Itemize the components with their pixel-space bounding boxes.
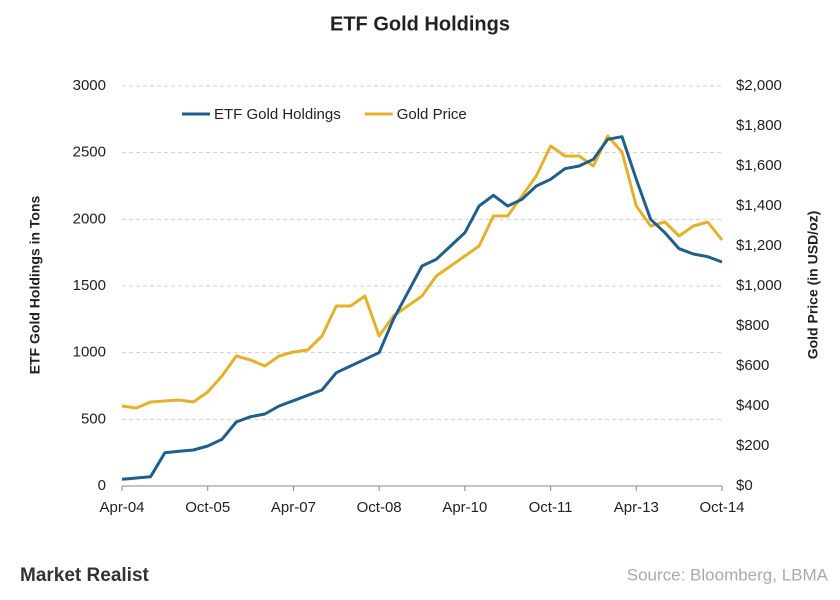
y2-tick-label: $0 — [736, 477, 753, 494]
y-tick-label: 2000 — [73, 210, 106, 227]
y2-tick-label: $1,800 — [736, 117, 782, 134]
x-tick-label: Apr-04 — [99, 499, 144, 516]
y-axis-title: ETF Gold Holdings in Tons — [27, 195, 43, 374]
y2-tick-label: $2,000 — [736, 77, 782, 94]
line-series — [121, 135, 723, 481]
y-tick-label: 2500 — [73, 144, 106, 161]
logo: Market Realist — [20, 565, 150, 586]
y2-tick-label: $1,400 — [736, 197, 782, 214]
chart-title: ETF Gold Holdings — [330, 13, 510, 35]
y-tick-label: 3000 — [73, 77, 106, 94]
y2-tick-label: $1,200 — [736, 237, 782, 254]
y-tick-label: 1500 — [73, 277, 106, 294]
legend-label: ETF Gold Holdings — [214, 106, 341, 123]
x-tick-label: Oct-08 — [357, 499, 402, 516]
y2-axis-title: Gold Price (in USD/oz) — [805, 211, 821, 360]
x-tick-label: Apr-07 — [271, 499, 316, 516]
y-tick-label: 500 — [81, 410, 106, 427]
y-tick-label: 1000 — [73, 344, 106, 361]
y2-tick-label: $400 — [736, 397, 769, 414]
x-tick-label: Oct-05 — [185, 499, 230, 516]
y2-tick-label: $1,600 — [736, 157, 782, 174]
line-series — [121, 134, 724, 410]
y2-tick-label: $1,000 — [736, 277, 782, 294]
y2-tick-label: $600 — [736, 357, 769, 374]
source: Source: Bloomberg, LBMA — [627, 565, 829, 584]
x-tick-label: Oct-11 — [529, 499, 573, 516]
y2-tick-label: $800 — [736, 317, 769, 334]
legend-label: Gold Price — [397, 106, 467, 123]
x-tick-label: Oct-14 — [699, 499, 744, 516]
y2-tick-label: $200 — [736, 437, 769, 454]
x-tick-label: Apr-13 — [614, 499, 659, 516]
y-tick-label: 0 — [98, 477, 106, 494]
x-tick-label: Apr-10 — [442, 499, 487, 516]
